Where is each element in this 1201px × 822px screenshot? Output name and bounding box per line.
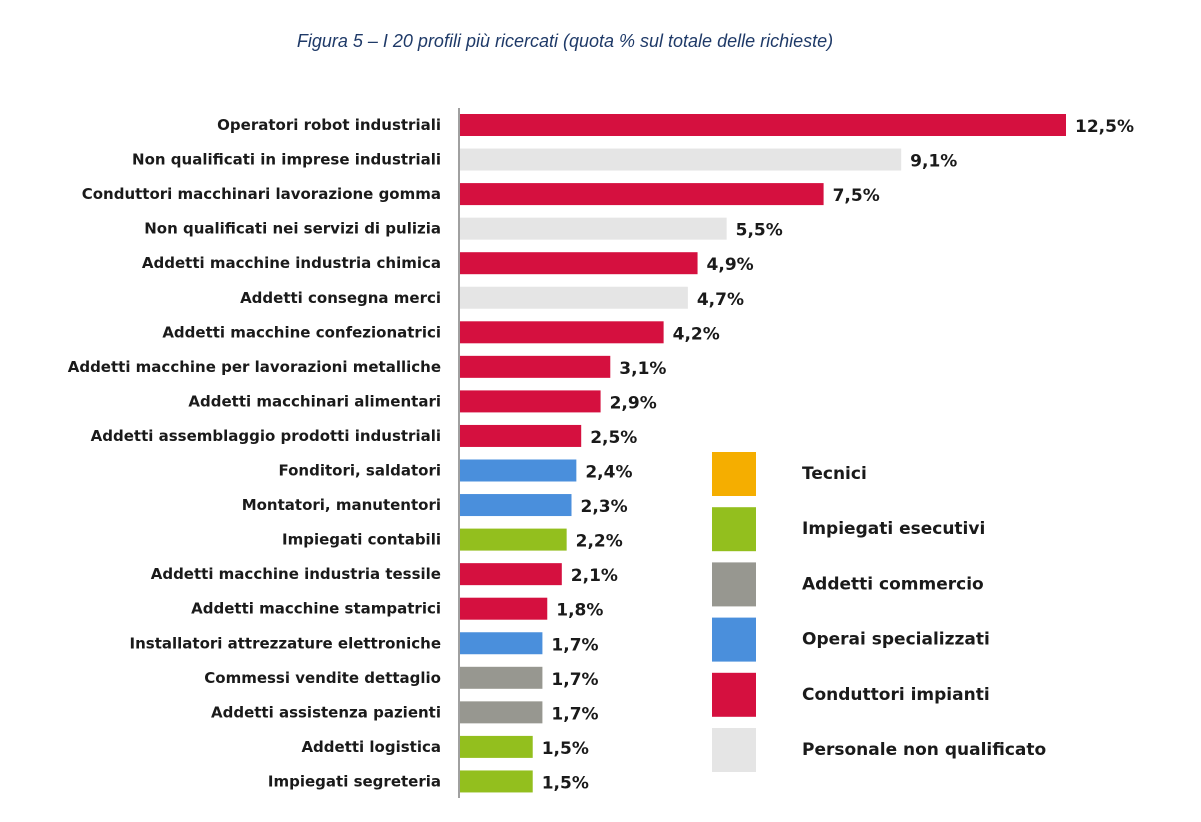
category-label: Addetti consegna merci [240, 289, 441, 307]
value-label: 5,5% [736, 221, 783, 241]
bar [460, 459, 577, 482]
bar [460, 183, 824, 206]
bar [460, 735, 533, 758]
category-label: Fonditori, saldatori [278, 462, 441, 480]
category-label: Addetti macchine confezionatrici [162, 323, 441, 341]
chart-title: Figura 5 – I 20 profili più ricercati (q… [296, 31, 834, 51]
value-label: 2,3% [581, 497, 628, 517]
legend-swatch [712, 452, 756, 496]
legend-label: Addetti commercio [802, 574, 984, 594]
legend-swatch [712, 672, 756, 717]
category-label: Impiegati contabili [282, 531, 441, 549]
value-label: 2,5% [590, 428, 637, 448]
bar [460, 252, 698, 275]
category-label: Addetti macchine industria chimica [142, 254, 441, 272]
value-label: 1,7% [551, 670, 598, 690]
value-label: 7,5% [833, 186, 880, 206]
value-label: 1,5% [542, 739, 589, 759]
value-label: 1,7% [551, 704, 598, 724]
category-label: Commessi vendite dettaglio [204, 669, 441, 687]
bar [460, 148, 902, 171]
bar [460, 355, 611, 378]
category-label: Installatori attrezzature elettroniche [130, 634, 441, 652]
value-label: 4,7% [697, 290, 744, 310]
value-label: 2,1% [571, 566, 618, 586]
bar [460, 666, 543, 689]
value-label: 2,2% [576, 532, 623, 552]
bar [460, 632, 543, 655]
value-label: 3,1% [619, 359, 666, 379]
bar [460, 321, 664, 344]
legend-label: Conduttori impianti [802, 685, 990, 705]
value-label: 4,2% [673, 324, 720, 344]
bar [460, 286, 688, 309]
bar [460, 217, 727, 240]
bar [460, 494, 572, 517]
legend-label: Impiegati esecutivi [802, 519, 985, 539]
category-label: Montatori, manutentori [242, 496, 441, 514]
value-label: 4,9% [707, 255, 754, 275]
category-label: Addetti assistenza pazienti [211, 703, 441, 721]
category-label: Addetti macchine per lavorazioni metalli… [68, 358, 441, 376]
bar [460, 563, 562, 586]
category-label: Addetti macchine industria tessile [151, 565, 441, 583]
category-label: Addetti logistica [301, 738, 441, 756]
value-label: 2,9% [610, 393, 657, 413]
value-label: 1,8% [556, 601, 603, 621]
value-label: 2,4% [585, 463, 632, 483]
value-label: 1,5% [542, 773, 589, 793]
legend-label: Operai specializzati [802, 630, 990, 650]
legend-swatch [712, 728, 756, 772]
legend-swatch [712, 617, 756, 662]
bar [460, 114, 1066, 136]
legend-label: Personale non qualificato [802, 740, 1046, 760]
category-label: Non qualificati nei servizi di pulizia [144, 220, 441, 238]
legend-swatch [712, 562, 756, 607]
category-label: Addetti assemblaggio prodotti industrial… [91, 427, 441, 445]
bar [460, 597, 548, 620]
category-label: Operatori robot industriali [217, 116, 441, 134]
value-label: 12,5% [1075, 117, 1134, 137]
category-label: Addetti macchinari alimentari [188, 392, 441, 410]
category-label: Impiegati segreteria [268, 772, 441, 790]
legend-swatch [712, 507, 756, 552]
bar [460, 528, 567, 551]
value-label: 9,1% [910, 152, 957, 172]
category-label: Conduttori macchinari lavorazione gomma [82, 185, 441, 203]
bar [460, 424, 582, 447]
category-label: Addetti macchine stampatrici [191, 600, 441, 618]
legend-label: Tecnici [802, 464, 867, 484]
bar [460, 770, 533, 793]
bar [460, 701, 543, 724]
value-label: 1,7% [551, 635, 598, 655]
bar [460, 390, 601, 413]
category-label: Non qualificati in imprese industriali [132, 151, 441, 169]
